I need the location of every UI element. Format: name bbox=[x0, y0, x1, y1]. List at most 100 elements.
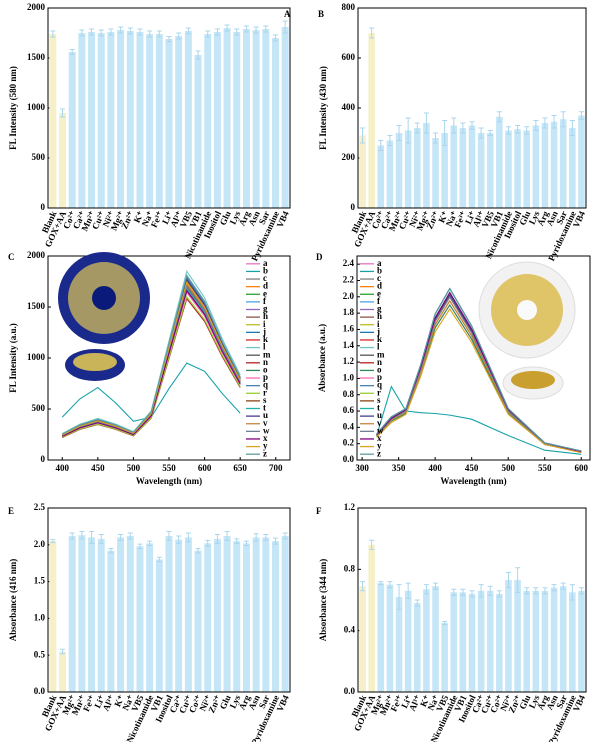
bar bbox=[184, 31, 192, 208]
x-tick-label: 450 bbox=[465, 463, 479, 473]
error-bar bbox=[460, 588, 466, 596]
error-bar bbox=[253, 533, 259, 542]
legend-label: f bbox=[377, 296, 381, 306]
error-bar bbox=[79, 531, 85, 540]
photo-insets bbox=[58, 252, 576, 400]
error-bar bbox=[263, 25, 269, 33]
series-line bbox=[61, 289, 241, 437]
x-tick-label: 600 bbox=[198, 463, 212, 473]
error-bar bbox=[282, 532, 288, 540]
legend-label: l bbox=[377, 342, 380, 352]
y-tick-label: 2000 bbox=[27, 2, 46, 12]
error-bar bbox=[469, 121, 475, 130]
y-tick-label: 200 bbox=[342, 152, 356, 162]
legend-label: i bbox=[377, 319, 380, 329]
bar bbox=[146, 543, 154, 692]
bar bbox=[184, 537, 192, 692]
legend-label: h bbox=[377, 311, 382, 321]
error-bar bbox=[108, 28, 114, 36]
panel-label: B bbox=[318, 9, 324, 19]
error-bar bbox=[569, 120, 575, 136]
x-tick-label: 700 bbox=[269, 463, 283, 473]
error-bar bbox=[272, 34, 278, 42]
y-tick-label: 1.6 bbox=[343, 324, 355, 334]
y-tick-label: 800 bbox=[342, 2, 356, 12]
bar bbox=[459, 128, 467, 208]
plot-frame bbox=[47, 255, 291, 461]
y-tick-label: 0.4 bbox=[343, 421, 355, 431]
legend-label: y bbox=[377, 441, 382, 451]
legend-label: z bbox=[377, 448, 381, 458]
bar bbox=[233, 32, 241, 208]
bar bbox=[550, 587, 558, 692]
error-bar bbox=[515, 567, 521, 593]
bar bbox=[155, 34, 163, 208]
bar bbox=[578, 590, 585, 692]
error-bar bbox=[60, 648, 66, 655]
bar bbox=[59, 113, 67, 208]
error-bar bbox=[243, 540, 249, 547]
error-bar bbox=[360, 127, 366, 144]
legend-label: u bbox=[263, 410, 268, 420]
legend-label: f bbox=[263, 296, 267, 306]
bar bbox=[78, 33, 86, 208]
error-bar bbox=[263, 533, 269, 541]
error-bar bbox=[195, 50, 201, 60]
legend-label: t bbox=[263, 403, 266, 413]
panel-label: E bbox=[8, 506, 14, 516]
y-axis-title: Absorbance (416 nm) bbox=[8, 559, 18, 642]
y-tick-label: 1000 bbox=[27, 352, 46, 362]
y-axis-title: Absorbance (a.u.) bbox=[317, 324, 327, 392]
error-bar bbox=[369, 539, 375, 550]
y-tick-label: 0.8 bbox=[344, 563, 356, 573]
legend-label: d bbox=[377, 281, 382, 291]
bar bbox=[559, 119, 567, 208]
y-tick-label: 0 bbox=[351, 202, 356, 212]
legend-label: i bbox=[263, 319, 266, 329]
bar bbox=[78, 535, 86, 692]
bar bbox=[395, 133, 403, 208]
y-tick-label: 1.4 bbox=[343, 340, 355, 350]
bar bbox=[450, 125, 458, 208]
legend-label: s bbox=[263, 395, 267, 405]
inset-tubes-side bbox=[511, 371, 555, 389]
legend-label: k bbox=[377, 334, 382, 344]
y-axis-title: FL Intensity (580 nm) bbox=[8, 66, 18, 150]
bar bbox=[88, 32, 96, 208]
error-bar bbox=[533, 587, 539, 595]
error-bar bbox=[176, 32, 182, 40]
bar bbox=[432, 138, 439, 208]
y-tick-label: 2.2 bbox=[343, 275, 355, 285]
bar bbox=[88, 537, 96, 692]
bar bbox=[262, 537, 270, 692]
bar bbox=[468, 125, 476, 208]
error-bar bbox=[253, 26, 259, 34]
y-tick-label: 0.5 bbox=[34, 649, 46, 659]
bar bbox=[117, 537, 125, 692]
error-bar bbox=[108, 547, 114, 554]
error-bar bbox=[569, 584, 575, 601]
x-tick-label: 500 bbox=[127, 463, 141, 473]
series-line bbox=[376, 385, 582, 455]
x-axis-title: Wavelength (nm) bbox=[440, 476, 506, 486]
bar bbox=[252, 537, 260, 692]
error-bar bbox=[451, 117, 457, 134]
legend-label: n bbox=[263, 357, 268, 367]
panel-label: D bbox=[316, 252, 323, 262]
bar bbox=[441, 133, 448, 208]
x-tick-label: 400 bbox=[55, 463, 69, 473]
legend-label: p bbox=[377, 372, 382, 382]
error-bar bbox=[137, 28, 143, 36]
bar bbox=[223, 28, 231, 208]
bar bbox=[213, 32, 221, 208]
error-bar bbox=[147, 540, 153, 547]
bar bbox=[165, 535, 173, 692]
bar bbox=[477, 133, 485, 208]
error-bar bbox=[224, 531, 230, 541]
legend-label: w bbox=[377, 425, 384, 435]
y-tick-label: 1.5 bbox=[34, 576, 46, 586]
legend-label: t bbox=[377, 403, 380, 413]
legend-label: q bbox=[263, 380, 268, 390]
error-bar bbox=[396, 125, 402, 141]
legend-label: b bbox=[263, 265, 268, 275]
